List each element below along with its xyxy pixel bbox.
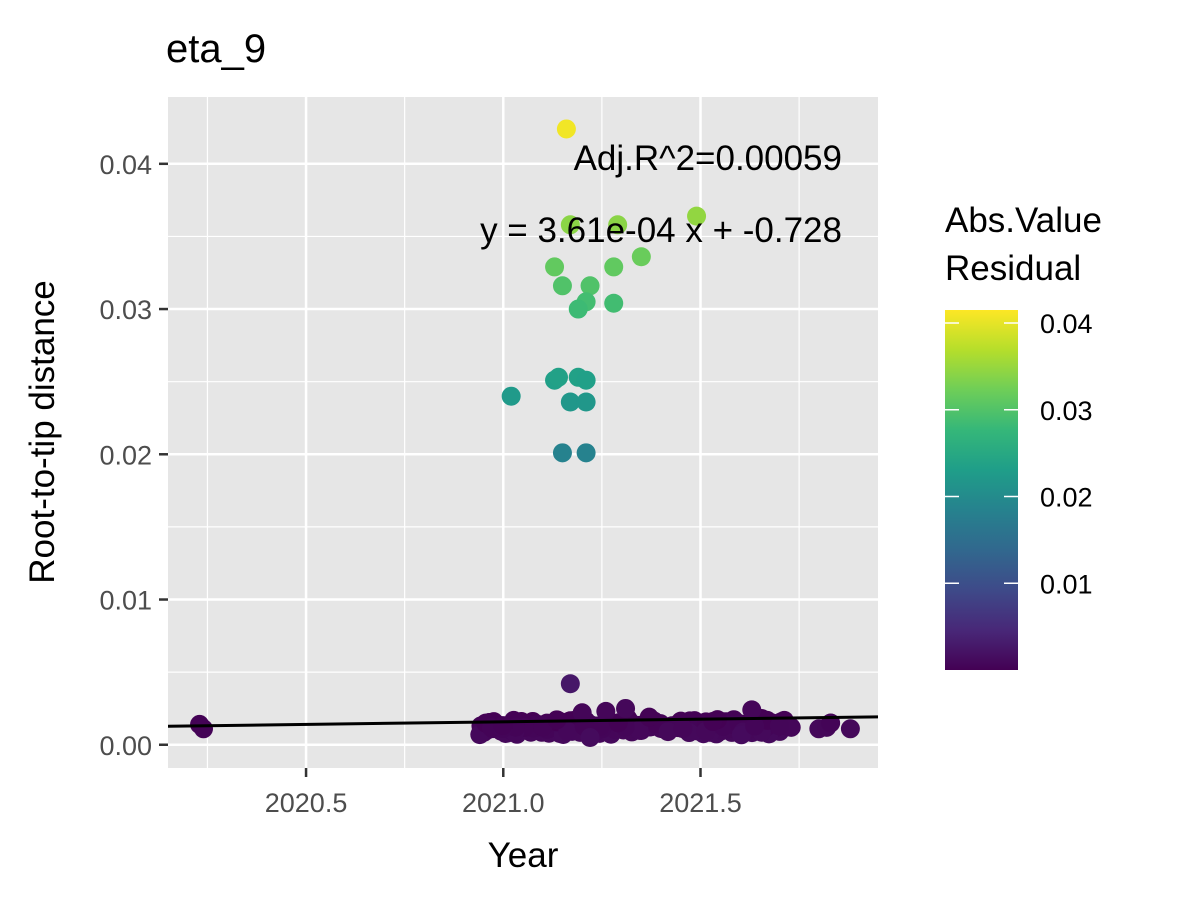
y-tick-label: 0.00 bbox=[99, 731, 152, 761]
data-point bbox=[604, 293, 624, 313]
data-point bbox=[576, 443, 596, 463]
x-tick-label: 2021.0 bbox=[462, 788, 545, 818]
x-tick-label: 2021.5 bbox=[659, 788, 742, 818]
data-point bbox=[549, 367, 568, 387]
legend-title-line-2: Residual bbox=[945, 249, 1081, 288]
data-point bbox=[560, 674, 580, 694]
plot-panel bbox=[168, 97, 878, 768]
data-point bbox=[568, 299, 588, 319]
data-point bbox=[493, 716, 513, 736]
data-point bbox=[616, 698, 636, 718]
data-point bbox=[769, 716, 789, 736]
equation-annotation: y = 3.61e-04 x + -0.728 bbox=[480, 211, 842, 250]
x-axis: 2020.5 2021.0 2021.5 bbox=[265, 768, 742, 818]
data-point bbox=[673, 719, 693, 739]
data-point bbox=[596, 701, 616, 721]
data-point bbox=[552, 276, 572, 296]
data-point bbox=[580, 276, 600, 296]
legend-break-label: 0.01 bbox=[1040, 569, 1093, 599]
legend-break-label: 0.02 bbox=[1040, 483, 1093, 513]
data-point bbox=[639, 707, 659, 727]
legend-ticks: 0.01 0.02 0.03 0.04 bbox=[945, 309, 1093, 599]
regression-line bbox=[168, 715, 878, 728]
data-point bbox=[703, 712, 723, 732]
data-point bbox=[608, 713, 628, 733]
data-point bbox=[545, 257, 565, 277]
data-point bbox=[742, 700, 762, 720]
y-tick-label: 0.01 bbox=[99, 586, 152, 616]
data-point bbox=[576, 392, 596, 412]
legend-colorbar bbox=[945, 310, 1018, 670]
chart-title: eta_9 bbox=[166, 27, 266, 71]
legend-break-label: 0.04 bbox=[1040, 309, 1093, 339]
data-point bbox=[580, 728, 600, 747]
data-point bbox=[608, 215, 628, 235]
y-tick-label: 0.03 bbox=[99, 295, 152, 325]
r2-annotation: Adj.R^2=0.00059 bbox=[574, 139, 842, 178]
y-tick-label: 0.02 bbox=[99, 440, 152, 470]
data-point bbox=[552, 443, 572, 463]
color-legend: Abs.Value Residual 0.01 0.02 0.03 0.04 bbox=[945, 201, 1102, 670]
data-point bbox=[194, 719, 213, 739]
data-point bbox=[572, 703, 592, 723]
data-point bbox=[560, 215, 580, 235]
data-point bbox=[576, 370, 596, 390]
data-point bbox=[604, 257, 624, 277]
x-axis-title: Year bbox=[488, 836, 559, 875]
data-point bbox=[840, 719, 860, 739]
legend-break-label: 0.03 bbox=[1040, 396, 1093, 426]
data-point bbox=[631, 247, 651, 267]
data-point bbox=[687, 206, 707, 226]
y-axis: 0.00 0.01 0.02 0.03 0.04 bbox=[99, 150, 168, 761]
data-point bbox=[629, 720, 649, 740]
data-point bbox=[745, 716, 765, 736]
y-axis-title: Root-to-tip distance bbox=[23, 280, 62, 583]
data-point bbox=[501, 386, 521, 406]
data-point bbox=[560, 392, 580, 412]
data-point bbox=[658, 722, 678, 742]
x-tick-label: 2020.5 bbox=[265, 788, 348, 818]
data-point bbox=[556, 119, 576, 139]
grid-minor bbox=[168, 97, 878, 768]
y-tick-label: 0.04 bbox=[99, 150, 152, 180]
legend-title-line-1: Abs.Value bbox=[945, 201, 1102, 240]
